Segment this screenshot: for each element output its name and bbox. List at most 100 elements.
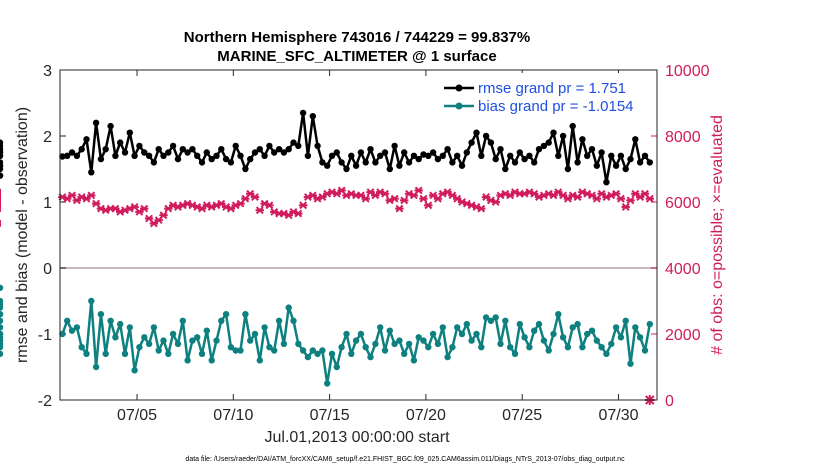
rmse-point bbox=[194, 152, 201, 159]
rmse-point bbox=[540, 142, 548, 150]
bias-point bbox=[584, 330, 591, 338]
obs-point bbox=[424, 201, 433, 210]
rmse-point bbox=[608, 152, 615, 159]
rmse-point bbox=[405, 159, 413, 166]
y-left-tick-label: -2 bbox=[38, 393, 52, 410]
obs-point bbox=[380, 189, 390, 198]
bias-point bbox=[608, 340, 615, 348]
y-right-tick-label: 4000 bbox=[665, 261, 701, 278]
bias-point bbox=[579, 344, 586, 351]
rmse-point bbox=[487, 139, 495, 146]
bias-point bbox=[0, 297, 4, 305]
rmse-point bbox=[396, 162, 403, 169]
rmse-point bbox=[165, 149, 172, 156]
bias-point bbox=[410, 357, 418, 364]
bias-point bbox=[463, 320, 470, 328]
bias-point bbox=[622, 317, 629, 324]
chart-title: Northern Hemisphere 743016 / 744229 = 99… bbox=[184, 29, 530, 46]
rmse-point bbox=[324, 162, 331, 169]
data-file-footnote: data file: /Users/raeder/DAI/ATM_forcXX/… bbox=[185, 456, 625, 463]
rmse-point bbox=[444, 146, 451, 153]
axes-layer: -2 -1 0 1 2 3 0 2000 4000 6000 8000 10000 07/05 07/10… bbox=[38, 63, 710, 424]
rmse-point bbox=[218, 146, 225, 153]
bias-point bbox=[555, 311, 562, 318]
bias-point bbox=[222, 311, 230, 318]
rmse-point bbox=[136, 142, 143, 150]
rmse-point bbox=[593, 162, 600, 169]
x-tick-label: 07/15 bbox=[310, 407, 350, 424]
bias-point bbox=[0, 340, 4, 348]
rmse-point bbox=[88, 169, 95, 176]
bias-point bbox=[141, 334, 148, 341]
bias-point bbox=[338, 344, 345, 351]
bias-point bbox=[449, 344, 456, 351]
obs-point bbox=[255, 206, 265, 215]
bias-point bbox=[102, 350, 109, 357]
rmse-point bbox=[227, 159, 235, 166]
rmse-point bbox=[367, 146, 374, 153]
rmse-point bbox=[478, 152, 485, 159]
obs-point bbox=[616, 194, 626, 203]
y-left-tick-label: 1 bbox=[43, 195, 52, 212]
bias-point bbox=[612, 324, 620, 331]
rmse-point bbox=[545, 139, 552, 146]
bias-point bbox=[271, 347, 278, 354]
rmse-point bbox=[83, 136, 90, 143]
y-left-tick-label: 2 bbox=[43, 129, 52, 146]
x-tick-label: 07/05 bbox=[117, 407, 157, 424]
rmse-point bbox=[261, 152, 268, 159]
bias-point bbox=[261, 324, 268, 331]
rmse-point bbox=[507, 152, 514, 159]
bias-point bbox=[198, 350, 206, 357]
rmse-point bbox=[160, 152, 167, 159]
rmse-point bbox=[63, 152, 71, 159]
legend: rmse grand pr = 1.751 bias grand pr = -1… bbox=[440, 73, 654, 117]
obs-point bbox=[395, 204, 404, 213]
y-right-tick-label: 10000 bbox=[665, 63, 710, 80]
bias-point bbox=[617, 334, 625, 341]
rmse-point bbox=[588, 146, 596, 153]
rmse-point bbox=[569, 122, 576, 130]
bias-point bbox=[487, 317, 495, 324]
rmse-point bbox=[482, 132, 490, 140]
obs-point bbox=[298, 201, 308, 210]
rmse-point bbox=[295, 142, 302, 150]
legend-marker-bias bbox=[455, 102, 463, 110]
bias-point bbox=[454, 324, 461, 331]
legend-box bbox=[440, 73, 654, 117]
bias-point bbox=[328, 350, 336, 357]
obs-point bbox=[400, 196, 409, 205]
bias-point bbox=[160, 337, 167, 344]
rmse-point bbox=[179, 146, 186, 153]
obs-point bbox=[265, 201, 274, 210]
rmse-point bbox=[117, 139, 124, 146]
bias-point bbox=[569, 324, 576, 331]
bias-point bbox=[348, 350, 355, 357]
y-axis-label-right: # of obs: o=possible; ×=evaluated bbox=[709, 115, 726, 355]
rmse-point bbox=[73, 152, 81, 159]
rmse-point bbox=[521, 155, 528, 163]
bias-point bbox=[107, 317, 114, 324]
rmse-point bbox=[314, 142, 321, 150]
bias-point bbox=[299, 347, 307, 354]
rmse-point bbox=[617, 152, 625, 159]
bias-point bbox=[78, 344, 85, 351]
rmse-point bbox=[150, 159, 158, 166]
x-tick-label: 07/20 bbox=[406, 407, 446, 424]
bias-point bbox=[309, 347, 316, 354]
bias-point bbox=[266, 344, 273, 351]
rmse-point bbox=[189, 146, 196, 153]
rmse-point bbox=[290, 139, 297, 146]
rmse-point bbox=[449, 159, 456, 166]
bias-point bbox=[492, 314, 499, 321]
obs-point bbox=[626, 196, 635, 205]
obs-point bbox=[645, 194, 654, 203]
obs-point bbox=[390, 194, 399, 203]
rmse-point bbox=[126, 129, 133, 136]
rmse-point bbox=[304, 152, 312, 159]
bias-point bbox=[429, 330, 437, 338]
rmse-point bbox=[632, 136, 639, 143]
bias-point bbox=[131, 367, 138, 374]
data-layer bbox=[0, 109, 655, 405]
bias-point bbox=[574, 320, 581, 328]
